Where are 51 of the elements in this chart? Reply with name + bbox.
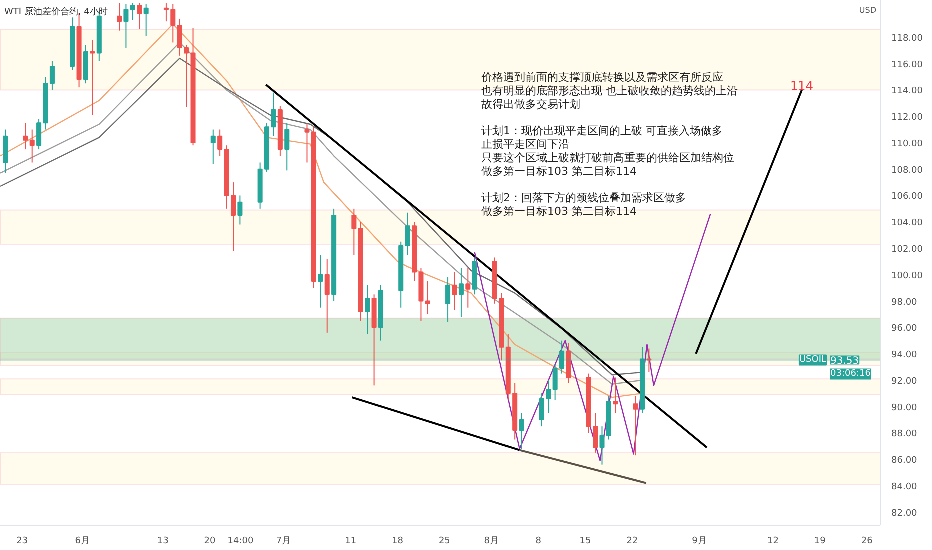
x-tick-label: 14:00 xyxy=(228,536,254,546)
annotation: 计划2：回落下方的颈线位叠加需求区做多 xyxy=(482,192,686,205)
x-tick-label: 6月 xyxy=(75,536,90,546)
y-tick-label: 92.00 xyxy=(892,376,918,387)
x-tick-label: 18 xyxy=(392,536,404,546)
annotation: 计划1：现价出现平走区间的上破 可直接入场做多 xyxy=(482,124,723,138)
annotation: 做多第一目标103 第二目标114 xyxy=(482,205,637,218)
y-tick-label: 116.00 xyxy=(892,60,924,70)
x-tick-label: 12 xyxy=(768,536,779,546)
x-tick-label: 7月 xyxy=(276,536,292,546)
x-tick-label: 13 xyxy=(157,536,169,546)
annotation: 只要这个区域上破就打破前高重要的供给区加结构位 xyxy=(482,151,734,164)
y-tick-label: 102.00 xyxy=(892,244,924,255)
y-tick-label: 118.00 xyxy=(892,34,924,44)
x-tick-label: 19 xyxy=(814,536,826,546)
y-tick-label: 96.00 xyxy=(892,324,918,334)
y-tick-label: 100.00 xyxy=(892,271,924,282)
annotation: USOIL xyxy=(799,355,827,366)
y-axis-title: USD xyxy=(859,6,876,15)
y-tick-label: 112.00 xyxy=(892,113,924,124)
x-tick-label: 8月 xyxy=(484,536,499,546)
y-tick-label: 82.00 xyxy=(892,508,918,519)
x-tick-label: 22 xyxy=(626,536,638,546)
y-tick-label: 106.00 xyxy=(892,192,924,202)
x-tick-label: 8 xyxy=(536,536,542,546)
y-tick-label: 110.00 xyxy=(892,139,924,150)
x-tick-label: 15 xyxy=(580,536,592,546)
annotation: 做多第一目标103 第二目标114 xyxy=(482,164,637,178)
x-tick-label: 20 xyxy=(204,536,216,546)
y-tick-label: 88.00 xyxy=(892,430,918,440)
annotation: 03:06:16 xyxy=(830,369,872,380)
annotation: 114 xyxy=(790,79,814,94)
x-tick-label: 25 xyxy=(438,536,450,546)
y-tick-label: 86.00 xyxy=(892,456,918,466)
annotation: 价格遇到前面的支撑顶底转换以及需求区有所反应 xyxy=(480,71,724,84)
annotation: 故得出做多交易计划 xyxy=(482,98,580,111)
annotation: 止损平走区间下沿 xyxy=(482,138,570,151)
annotation: 也有明显的底部形态出现 也上破收敛的趋势线的上沿 xyxy=(482,84,738,98)
y-tick-label: 108.00 xyxy=(892,166,924,176)
x-tick-label: 11 xyxy=(345,536,357,546)
y-tick-label: 104.00 xyxy=(892,218,924,229)
x-tick-label: 9月 xyxy=(692,536,707,546)
text: WTI 原油差价合约, 4小时 xyxy=(4,6,108,18)
y-tick-label: 90.00 xyxy=(892,403,918,414)
y-tick-label: 114.00 xyxy=(892,86,924,97)
y-tick-label: 98.00 xyxy=(892,298,918,308)
x-tick-label: 26 xyxy=(861,536,874,546)
x-tick-label: 23 xyxy=(16,536,28,546)
y-tick-label: 84.00 xyxy=(892,482,918,492)
ref-line-label: 93.53 xyxy=(830,356,860,368)
y-tick-label: 94.00 xyxy=(892,350,918,361)
